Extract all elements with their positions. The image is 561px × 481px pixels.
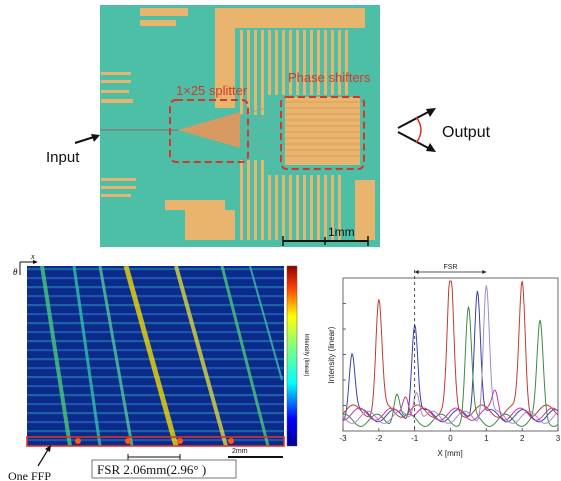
heatmap-row-band [27,385,284,388]
y-axis-label: Intensity (linear) [327,326,336,383]
heatmap-row-band [27,412,284,415]
splitter-label: 1×25 splitter [176,83,248,98]
one-ffp-label: One FFP [8,469,51,481]
heatmap-row-band [27,322,284,325]
bottom-metal-fingers [185,160,375,240]
fsr-arrowhead-right [482,270,487,274]
intensity-series-line [342,285,559,424]
fsr-label: FSR [444,264,458,271]
heatmap-row-band [27,304,284,307]
x-tick-label: -2 [375,434,383,443]
heatmap-streak [40,265,72,447]
fsr-caption: FSR 2.06mm(2.96° ) [97,462,206,477]
heatmap-row-band [27,430,284,433]
heatmap-streak [72,265,102,447]
input-annotation: Input [46,134,100,166]
plot-frame [342,277,559,432]
x-tick-label: 2 [520,434,525,443]
heatmap-row-band [27,286,284,289]
heatmap-background [27,266,284,446]
heatmap-row-band [27,340,284,343]
phase-shifter-array [285,97,360,165]
heatmap-row-band [27,439,284,442]
chip-micrograph: 1×25 splitter Phase shifters 1mm [100,5,380,247]
heatmap-row-band [27,421,284,424]
splitter-highlight-box [169,99,249,163]
top-metal-fingers [215,8,365,115]
x-tick-label: 0 [448,434,453,443]
one-ffp-highlight [26,436,285,447]
x-tick-label: -3 [339,434,347,443]
x-axis-label: X [mm] [437,449,462,458]
heatmap-row-band [27,358,284,361]
intensity-line-chart: -3 -2 -1 0 1 2 3 FSR Intensity (linear) X [mm] [327,264,561,458]
output-annotation: Output [397,108,491,152]
x-ticks: -3 -2 -1 0 1 2 3 [339,428,561,443]
heatmap-scale-label: 2mm [232,448,248,455]
fsr-caption-box [91,459,237,479]
fsr-arrowhead-left [414,270,419,274]
x-tick-label: 3 [556,434,561,443]
heatmap-streak [249,265,283,381]
intensity-series-line [343,389,559,421]
far-field-heatmap: x θ Intensity (linear) 2mm FSR 2.06mm(2.… [8,252,309,481]
colorbar-label: Intensity (linear) [303,334,309,377]
heatmap-streak [98,265,134,447]
intensity-colorbar [286,265,298,447]
heatmap-streak [123,265,179,447]
fsr-annotation: FSR [414,264,487,431]
phase-shifter-highlight-box [280,96,365,170]
heatmap-streaks [40,265,283,447]
x-tick-label: 1 [484,434,489,443]
heatmap-streak [174,265,228,447]
chip-scale-label: 1mm [328,225,355,239]
heatmap-row-band [27,349,284,352]
left-metal-pads [101,8,225,210]
intensity-series-line [342,290,559,423]
y-ticks [343,303,346,406]
ffp-peak-spot [228,438,234,444]
ffp-peak-spot [125,438,131,444]
theta-axis-letter: θ [13,267,18,277]
x-tick-label: -1 [411,434,419,443]
output-angle-arc [415,116,422,144]
splitter-taper [178,112,240,148]
one-ffp-pointer [37,447,50,467]
phase-shifters-label: Phase shifters [288,70,371,85]
heatmap-row-band [27,331,284,334]
phase-shifter-lines [285,101,360,157]
intensity-series-line [342,280,559,418]
heatmap-row-band [27,313,284,316]
series-lines [342,280,559,427]
output-label: Output [442,124,491,141]
heatmap-streak [220,265,270,447]
heatmap-row-band [27,277,284,280]
intensity-series-line [342,306,559,427]
input-label: Input [46,149,80,166]
ffp-peak-spot [177,438,183,444]
heatmap-row-band [27,295,284,298]
heatmap-row-band [27,268,284,271]
heatmap-row-band [27,403,284,406]
x-axis-letter: x [30,252,35,261]
ffp-peak-spot [75,438,81,444]
heatmap-row-band [27,394,284,397]
